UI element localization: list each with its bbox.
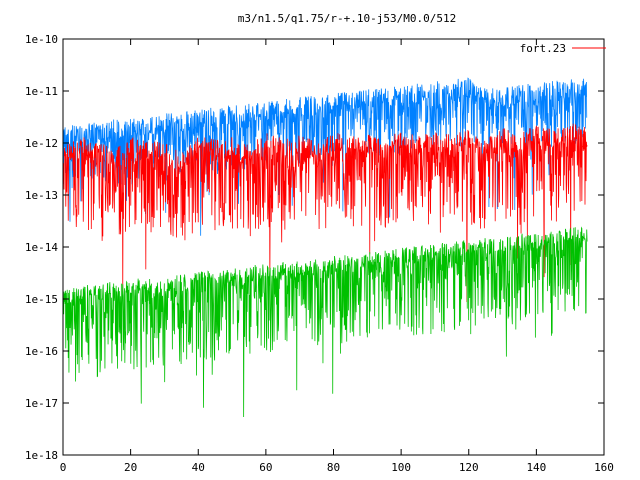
legend: fort.23: [520, 42, 606, 55]
y-tick-label: 1e-15: [25, 293, 58, 306]
legend-label-fort23: fort.23: [520, 42, 566, 55]
y-tick-label: 1e-14: [25, 241, 58, 254]
x-tick-label: 160: [594, 461, 614, 474]
y-tick-label: 1e-10: [25, 33, 58, 46]
x-tick-label: 40: [192, 461, 205, 474]
series-line-fort23: [62, 123, 588, 303]
x-tick-label: 100: [391, 461, 411, 474]
series-layer: [62, 77, 588, 417]
x-tick-label: 0: [60, 461, 67, 474]
y-tick-label: 1e-17: [25, 397, 58, 410]
series-line-series-2: [62, 226, 588, 417]
chart-title: m3/n1.5/q1.75/r-+.10-j53/M0.0/512: [238, 12, 457, 25]
y-tick-label: 1e-13: [25, 189, 58, 202]
y-tick-label: 1e-11: [25, 85, 58, 98]
x-tick-label: 140: [526, 461, 546, 474]
y-tick-label: 1e-18: [25, 449, 58, 462]
x-tick-label: 20: [124, 461, 137, 474]
x-tick-label: 60: [259, 461, 272, 474]
x-axis: 0 20 40 60 80 100 120 140 160: [60, 39, 614, 474]
x-tick-label: 120: [459, 461, 479, 474]
y-tick-label: 1e-12: [25, 137, 58, 150]
x-tick-label: 80: [327, 461, 340, 474]
y-tick-label: 1e-16: [25, 345, 58, 358]
y-axis: 1e-18 1e-17 1e-16 1e-15 1e-14 1e-13 1e-12 1e-11…: [25, 33, 604, 462]
